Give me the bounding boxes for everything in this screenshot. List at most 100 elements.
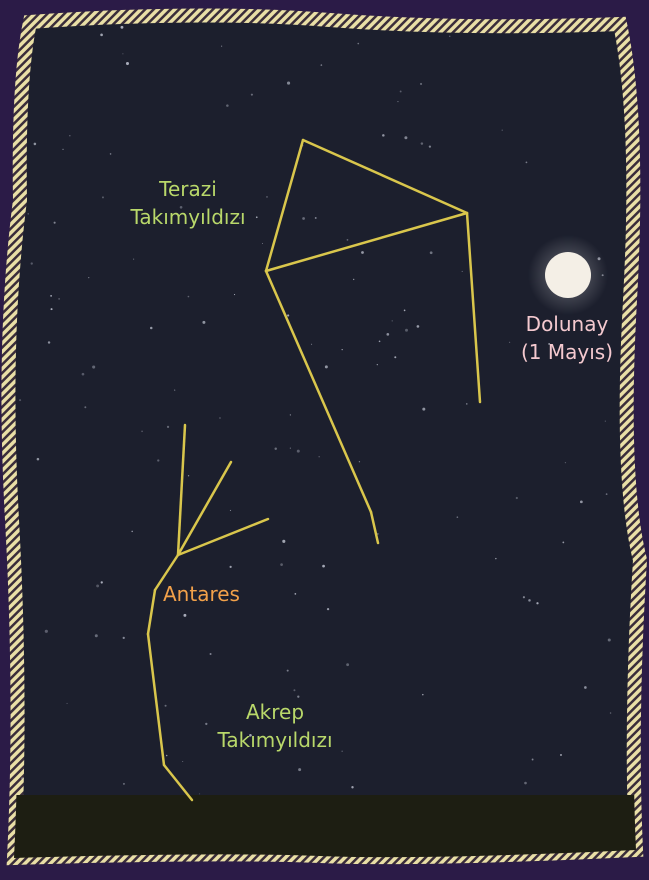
star <box>606 493 608 495</box>
star <box>532 759 534 761</box>
moon-label: (1 Mayıs) <box>521 340 613 364</box>
star <box>327 608 329 610</box>
star <box>560 754 562 756</box>
star <box>102 196 104 198</box>
star <box>37 458 40 461</box>
star <box>353 279 354 280</box>
star <box>202 321 205 324</box>
star <box>524 782 527 785</box>
star <box>121 26 124 29</box>
star <box>45 630 48 633</box>
star <box>449 36 450 37</box>
star <box>536 602 538 604</box>
star <box>48 341 50 343</box>
star <box>66 703 67 704</box>
star <box>188 475 189 476</box>
star <box>430 251 433 254</box>
star <box>420 83 422 85</box>
star <box>397 101 398 102</box>
star <box>422 694 424 696</box>
star <box>210 653 212 655</box>
star <box>221 46 222 47</box>
star <box>608 638 611 641</box>
star <box>462 271 463 272</box>
star <box>182 761 183 762</box>
star <box>311 344 312 345</box>
star <box>234 294 235 295</box>
star <box>516 497 518 499</box>
star <box>166 755 168 757</box>
star <box>290 448 291 449</box>
star <box>287 314 289 316</box>
star <box>54 222 56 224</box>
star <box>28 213 29 214</box>
star <box>417 325 420 328</box>
star <box>122 53 123 54</box>
star <box>188 296 190 298</box>
star <box>610 712 612 714</box>
star <box>419 30 420 31</box>
star <box>205 723 207 725</box>
star <box>256 216 258 218</box>
star <box>422 408 425 411</box>
libra-label: Terazi <box>158 177 217 201</box>
star <box>297 696 299 698</box>
star <box>377 364 378 365</box>
star <box>342 349 343 350</box>
star <box>230 566 232 568</box>
star <box>495 558 496 559</box>
star <box>183 614 186 617</box>
star <box>123 637 125 639</box>
star <box>404 136 407 139</box>
star <box>287 82 290 85</box>
star <box>605 421 606 422</box>
star <box>466 403 468 405</box>
star <box>347 239 349 241</box>
star <box>280 563 283 566</box>
star <box>429 146 431 148</box>
star <box>565 462 566 463</box>
star <box>290 414 291 415</box>
star <box>321 64 323 66</box>
star <box>141 430 143 432</box>
star <box>88 277 89 278</box>
star <box>302 217 305 220</box>
star <box>69 135 70 136</box>
star <box>294 593 296 595</box>
sky-illustration: Terazi Takımyıldızı Dolunay (1 Mayıs) An… <box>0 0 649 880</box>
star <box>526 161 528 163</box>
star <box>230 510 231 511</box>
star <box>51 308 53 310</box>
star <box>167 426 169 428</box>
star <box>110 153 112 155</box>
star <box>165 705 167 707</box>
star <box>346 663 349 666</box>
star <box>50 295 52 297</box>
star <box>386 333 389 336</box>
scorpius-label: Takımyıldızı <box>216 728 332 752</box>
star <box>351 786 353 788</box>
moon-label: Dolunay <box>526 312 609 336</box>
star <box>315 217 317 219</box>
star <box>325 365 328 368</box>
scorpius-label: Akrep <box>246 700 304 724</box>
star <box>174 389 175 390</box>
star <box>126 62 129 65</box>
star <box>96 584 99 587</box>
star <box>379 341 381 343</box>
star <box>266 196 268 198</box>
star <box>84 406 86 408</box>
horizon <box>0 795 649 880</box>
star <box>457 516 459 518</box>
star <box>123 783 125 785</box>
star <box>19 399 21 401</box>
star <box>404 310 406 312</box>
star <box>251 94 253 96</box>
star <box>342 751 343 752</box>
star <box>82 373 85 376</box>
star <box>599 26 601 28</box>
star <box>421 142 423 144</box>
star <box>357 43 359 45</box>
star <box>297 450 300 453</box>
star <box>400 91 402 93</box>
